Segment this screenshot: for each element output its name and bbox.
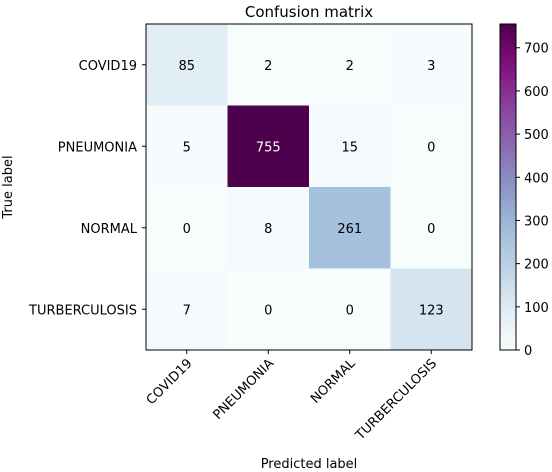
cell-value-label: 261 [337, 222, 362, 237]
y-tick-label: NORMAL [81, 222, 138, 237]
cell-value-label: 85 [178, 59, 195, 74]
colorbar [499, 23, 517, 351]
cell-value-label: 0 [183, 222, 191, 237]
heatmap-cells [146, 24, 473, 351]
cell-value-label: 0 [427, 222, 435, 237]
y-tick-label: PNEUMONIA [58, 140, 137, 155]
heatmap-cell [390, 187, 473, 269]
heatmap-cell [309, 268, 391, 351]
heatmap-cell [146, 187, 228, 269]
heatmap-cell [309, 24, 391, 106]
cell-value-label: 2 [264, 59, 272, 74]
cell-value-label: 0 [264, 303, 272, 318]
colorbar-tick-label: 500 [524, 128, 549, 143]
chart-title: Confusion matrix [245, 3, 373, 21]
y-axis-label: True label [1, 155, 16, 219]
x-tick-label: TURBERCULOSIS [352, 356, 440, 444]
heatmap-cell [390, 105, 473, 188]
colorbar-ticks: 0 100 200 300 400 500 600 700 [516, 42, 549, 359]
colorbar-tick-label: 300 [524, 214, 549, 229]
cell-value-label: 123 [419, 303, 444, 318]
heatmap-cell [309, 105, 391, 188]
x-tick-label: COVID19 [144, 356, 196, 408]
colorbar-tick-label: 0 [524, 344, 532, 359]
cell-value-label: 0 [427, 140, 435, 155]
colorbar-tick-label: 100 [524, 301, 549, 316]
y-axis-ticks: COVID19 PNEUMONIA NORMAL TURBERCULOSIS [28, 59, 146, 318]
colorbar-tick-label: 600 [524, 85, 549, 100]
plot-frame [145, 23, 473, 351]
cell-value-label: 755 [256, 140, 281, 155]
cell-value-label: 15 [341, 140, 358, 155]
heatmap-cell [227, 187, 310, 269]
cell-value-label: 0 [346, 303, 354, 318]
heatmap-cell [309, 187, 391, 269]
x-tick-label: PNEUMONIA [210, 356, 277, 423]
heatmap-cell [227, 105, 310, 188]
colorbar-tick-label: 700 [524, 42, 549, 57]
cell-value-label: 3 [427, 59, 435, 74]
y-tick-label: COVID19 [79, 59, 137, 74]
heatmap-cell-labels: 85 2 2 3 5 755 15 0 0 8 261 0 7 0 0 123 [178, 59, 443, 319]
heatmap-cell [390, 24, 473, 106]
cell-value-label: 5 [183, 140, 191, 155]
heatmap-cell [227, 268, 310, 351]
x-axis-label: Predicted label [261, 457, 358, 472]
heatmap-cell [227, 24, 310, 106]
y-tick-label: TURBERCULOSIS [28, 303, 137, 318]
cell-value-label: 7 [183, 303, 191, 318]
heatmap-cell [390, 268, 473, 351]
colorbar-tick-label: 400 [524, 171, 549, 186]
cell-value-label: 8 [264, 222, 272, 237]
heatmap-cell [146, 268, 228, 351]
colorbar-tick-label: 200 [524, 258, 549, 273]
heatmap-cell [146, 24, 228, 106]
cell-value-label: 2 [346, 59, 354, 74]
x-tick-label: NORMAL [308, 356, 359, 407]
heatmap-cell [146, 105, 228, 188]
